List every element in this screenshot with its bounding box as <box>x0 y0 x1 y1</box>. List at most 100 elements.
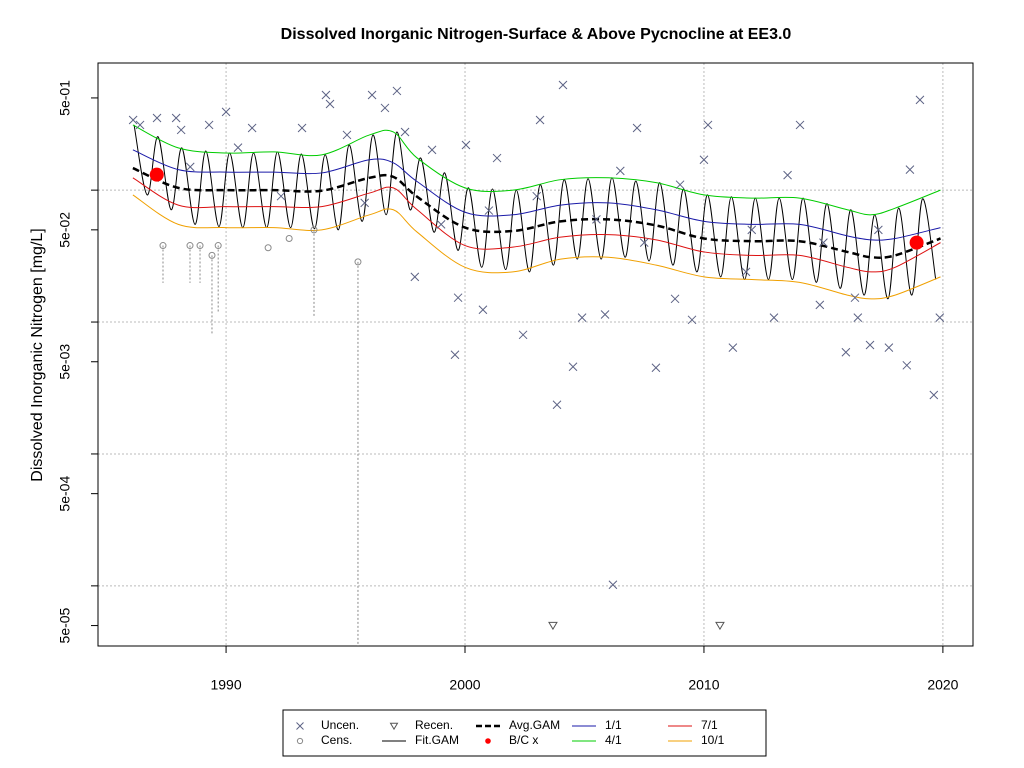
censored-point <box>285 234 293 242</box>
legend-label: 1/1 <box>605 718 622 732</box>
uncensored-point <box>558 80 568 90</box>
uncensored-point <box>176 125 186 135</box>
uncensored-point <box>915 95 925 105</box>
uncensored-point <box>841 347 851 357</box>
uncensored-point <box>592 215 601 224</box>
uncensored-point <box>135 120 145 130</box>
uncensored-point <box>204 120 214 130</box>
y-tick-label: 5e-02 <box>57 212 73 248</box>
censored-point <box>214 242 222 250</box>
gam-line <box>132 166 941 259</box>
legend-swatch <box>296 722 304 730</box>
uncensored-point <box>651 363 661 373</box>
uncensored-point <box>297 123 307 133</box>
legend-box <box>282 709 767 757</box>
censored-point <box>208 251 216 259</box>
legend-label: Cens. <box>321 733 352 747</box>
gam-line <box>133 124 937 300</box>
uncensored-point <box>233 143 243 152</box>
uncensored-point <box>532 191 542 201</box>
uncensored-point <box>850 293 860 303</box>
legend-label: Uncen. <box>321 718 359 732</box>
uncensored-point <box>535 115 545 125</box>
gam-line <box>132 177 941 273</box>
uncensored-point <box>410 272 420 282</box>
legend-label: 7/1 <box>701 718 718 732</box>
legend-label: 4/1 <box>605 733 622 747</box>
uncensored-point <box>902 360 912 370</box>
y-tick-label: 5e-04 <box>57 476 73 512</box>
uncensored-point <box>728 343 738 352</box>
x-tick-label: 2000 <box>449 677 480 693</box>
uncensored-point <box>392 86 402 96</box>
uncensored-point <box>795 120 805 130</box>
uncensored-point <box>221 107 231 117</box>
uncensored-point <box>687 315 697 325</box>
censored-point <box>264 244 272 252</box>
legend-label: 10/1 <box>701 733 725 747</box>
uncensored-point <box>400 127 410 137</box>
gam-line <box>132 194 941 300</box>
uncensored-point <box>929 390 939 400</box>
uncensored-point <box>380 103 390 113</box>
uncensored-point <box>518 330 528 340</box>
uncensored-point <box>128 115 138 125</box>
censored-point <box>159 242 167 250</box>
x-tick-label: 2020 <box>927 677 958 693</box>
uncensored-point <box>632 123 642 133</box>
censored-point <box>186 242 194 250</box>
uncensored-point <box>185 162 195 172</box>
recensored-point <box>548 621 558 631</box>
uncensored-point <box>247 123 257 133</box>
chart-title: Dissolved Inorganic Nitrogen-Surface & A… <box>281 26 792 43</box>
uncensored-point <box>874 225 883 235</box>
uncensored-point <box>450 350 460 360</box>
uncensored-point <box>741 267 751 277</box>
uncensored-point <box>747 225 757 235</box>
uncensored-point <box>152 113 162 123</box>
uncensored-point <box>427 145 437 155</box>
y-axis-label: Dissolved Inorganic Nitrogen [mg/L] <box>29 228 46 481</box>
uncensored-point <box>461 140 471 150</box>
uncensored-point <box>276 191 286 201</box>
legend-label: Recen. <box>415 718 453 732</box>
legend-swatch <box>485 738 491 744</box>
censored-point <box>310 226 318 234</box>
uncensored-point <box>478 305 488 315</box>
uncensored-point <box>783 170 792 180</box>
uncensored-point <box>484 206 494 215</box>
uncensored-point <box>608 580 618 590</box>
censored-point <box>354 258 362 266</box>
uncensored-point <box>552 400 562 410</box>
recensored-point <box>715 621 725 631</box>
x-tick-label: 2010 <box>688 677 719 693</box>
uncensored-point <box>819 238 828 247</box>
uncensored-point <box>853 313 863 322</box>
uncensored-point <box>884 343 894 352</box>
uncensored-point <box>436 220 446 229</box>
uncensored-point <box>360 198 370 208</box>
uncensored-point <box>699 155 709 165</box>
uncensored-point <box>935 313 945 322</box>
uncensored-point <box>171 113 181 123</box>
uncensored-point <box>815 300 825 310</box>
y-tick-label: 5e-05 <box>57 607 73 643</box>
uncensored-point <box>675 180 685 190</box>
uncensored-point <box>568 362 578 372</box>
uncensored-point <box>600 310 610 319</box>
uncensored-point <box>342 130 352 140</box>
gam-line <box>132 149 941 241</box>
legend-label: B/C x <box>509 733 538 747</box>
x-tick-label: 1990 <box>210 677 241 693</box>
uncensored-point <box>905 165 915 174</box>
legend-label: Fit.GAM <box>415 733 459 747</box>
uncensored-point <box>577 313 587 322</box>
uncensored-point <box>367 90 377 100</box>
uncensored-point <box>865 340 875 350</box>
uncensored-point <box>670 294 680 304</box>
plot-frame <box>97 62 974 647</box>
uncensored-point <box>615 166 625 176</box>
uncensored-point <box>321 90 331 100</box>
y-tick-label: 5e-01 <box>57 80 73 116</box>
